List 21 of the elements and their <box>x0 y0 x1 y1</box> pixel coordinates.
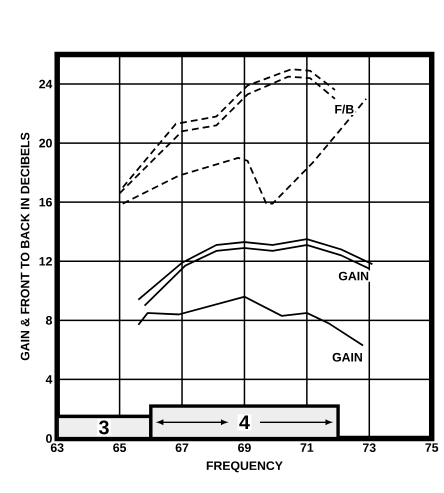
x-tick-label: 69 <box>238 443 251 452</box>
y-tick-label: 0 <box>46 434 52 443</box>
x-tick-label: 73 <box>363 443 376 452</box>
band-label: 3 <box>99 420 109 434</box>
x-tick-label: 67 <box>176 443 188 452</box>
annotation: GAIN <box>332 352 362 362</box>
y-tick-label: 12 <box>40 256 52 266</box>
x-tick-label: 65 <box>113 443 126 452</box>
y-tick-label: 4 <box>46 375 52 384</box>
x-axis-title: FREQUENCY <box>206 461 283 472</box>
y-tick-label: 8 <box>46 316 52 325</box>
y-tick-label: 24 <box>39 80 52 88</box>
annotation: GAIN <box>338 272 368 280</box>
x-tick-label: 63 <box>50 443 64 452</box>
y-axis-title: GAIN & FRONT TO BACK IN DECIBELS <box>20 132 30 360</box>
x-tick-label: 71 <box>300 443 314 452</box>
y-tick-label: 16 <box>40 198 52 207</box>
x-tick-label: 75 <box>425 443 438 452</box>
y-tick-label: 20 <box>39 138 52 148</box>
annotation: F/B <box>335 104 354 114</box>
band-label: 4 <box>239 416 250 430</box>
